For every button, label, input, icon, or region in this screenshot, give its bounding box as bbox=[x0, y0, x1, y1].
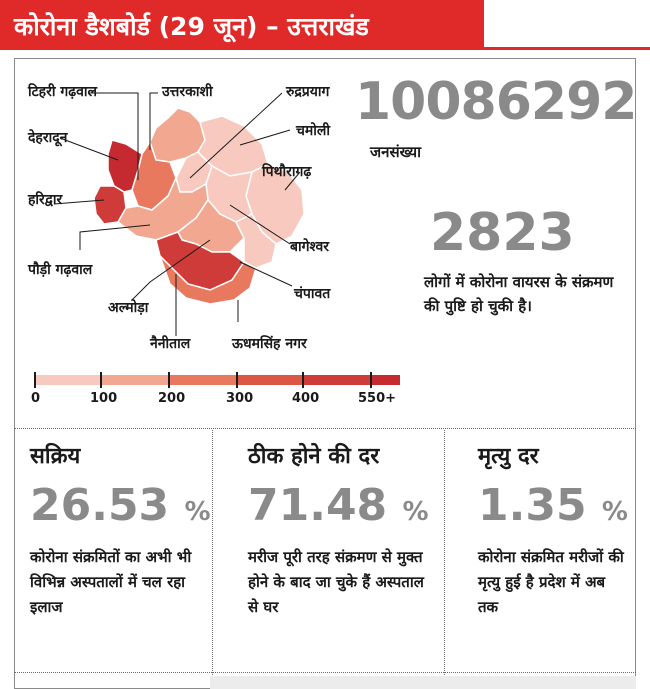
legend-swatch-0 bbox=[34, 375, 100, 385]
label-uttarkashi: उत्तरकाशी bbox=[162, 84, 213, 100]
population-label: जनसंख्या bbox=[370, 143, 421, 161]
district-uttarkashi bbox=[149, 107, 206, 163]
cases-description: लोगों में कोरोना वायरस के संक्रमण की पुष… bbox=[424, 273, 614, 315]
leader-haridwar bbox=[53, 199, 105, 205]
legend-swatch-3 bbox=[236, 375, 302, 385]
legend-label-4: 400 bbox=[292, 391, 320, 406]
leader-tehri bbox=[88, 92, 139, 180]
stat-unit-recovery: % bbox=[402, 497, 429, 527]
stat-desc-active: कोरोना संक्रमितों का अभी भी विभिन्न अस्प… bbox=[30, 548, 192, 616]
label-tehri-garhwal: टिहरी गढ़वाल bbox=[28, 84, 98, 100]
label-rudraprayag: रुद्रप्रयाग bbox=[286, 84, 330, 100]
label-udham-singh-nagar: ऊधमसिंह नगर bbox=[232, 336, 307, 352]
page-title: कोरोना डैशबोर्ड (29 जून) – उत्तराखंड bbox=[14, 12, 369, 41]
stat-value-active: 26.53 % bbox=[30, 480, 211, 531]
leader-bageshwar bbox=[229, 204, 291, 245]
leader-uttarkashi bbox=[149, 92, 158, 150]
legend-label-5: 550+ bbox=[358, 391, 397, 406]
district-pauri-garhwal bbox=[117, 175, 209, 241]
leader-rudraprayag bbox=[189, 92, 283, 179]
label-pauri-garhwal: पौड़ी गढ़वाल bbox=[28, 262, 93, 278]
population-value: 10086292 bbox=[355, 72, 637, 132]
district-dehradun bbox=[107, 139, 143, 193]
label-dehradun: देहरादून bbox=[28, 130, 68, 146]
district-champawat bbox=[234, 213, 277, 269]
legend-swatch-2 bbox=[168, 375, 236, 385]
header-rule bbox=[484, 47, 650, 50]
header-banner: कोरोना डैशबोर्ड (29 जून) – उत्तराखंड bbox=[0, 0, 484, 50]
stat-number-death: 1.35 bbox=[478, 480, 587, 531]
column-divider-2 bbox=[444, 430, 445, 689]
leader-chamoli bbox=[239, 129, 291, 146]
legend-swatch-1 bbox=[100, 375, 168, 385]
stat-title-death: मृत्यु दर bbox=[478, 444, 539, 469]
legend-tick-1 bbox=[100, 372, 102, 388]
legend-tick-2 bbox=[168, 372, 170, 388]
stat-desc-death: कोरोना संक्रमित मरीजों की मृत्यु हुई है … bbox=[478, 548, 624, 616]
legend-tick-3 bbox=[236, 372, 238, 388]
column-divider-1 bbox=[212, 430, 213, 689]
legend-label-0: 0 bbox=[31, 391, 41, 406]
stat-value-recovery: 71.48 % bbox=[248, 480, 429, 531]
label-almora: अल्मोड़ा bbox=[108, 300, 149, 316]
bottom-strip bbox=[210, 676, 636, 689]
leader-dehradun bbox=[59, 137, 119, 161]
label-champawat: चंपावत bbox=[294, 286, 331, 302]
label-nainital: नैनीताल bbox=[150, 336, 191, 352]
legend-label-2: 200 bbox=[158, 391, 186, 406]
section-divider-top bbox=[14, 428, 636, 429]
legend-swatch-5 bbox=[370, 375, 400, 385]
leader-almora bbox=[131, 239, 211, 301]
stat-unit-active: % bbox=[184, 497, 211, 527]
leader-pauri bbox=[79, 224, 151, 250]
stat-value-death: 1.35 % bbox=[478, 480, 628, 531]
leader-champawat bbox=[239, 261, 293, 287]
section-divider-bottom bbox=[14, 672, 636, 673]
district-udham-singh-nagar bbox=[159, 255, 257, 305]
stat-title-recovery: ठीक होने की दर bbox=[248, 444, 380, 469]
legend-label-1: 100 bbox=[90, 391, 118, 406]
cases-value: 2823 bbox=[430, 203, 575, 263]
legend-tick-0 bbox=[34, 372, 36, 388]
legend-tick-4 bbox=[302, 372, 304, 388]
label-pithoragarh: पिथौरागढ़ bbox=[262, 164, 312, 180]
stat-number-active: 26.53 bbox=[30, 480, 170, 531]
legend-label-3: 300 bbox=[226, 391, 254, 406]
label-haridwar: हरिद्वार bbox=[28, 192, 63, 208]
legend-swatch-4 bbox=[302, 375, 370, 385]
stat-title-active: सक्रिय bbox=[30, 444, 81, 469]
stat-desc-recovery: मरीज पूरी तरह संक्रमण से मुक्त होने के ब… bbox=[248, 548, 424, 616]
stat-number-recovery: 71.48 bbox=[248, 480, 388, 531]
label-chamoli: चमोली bbox=[296, 123, 331, 139]
leader-pithoragarh bbox=[284, 171, 301, 191]
label-bageshwar: बागेश्वर bbox=[290, 239, 329, 255]
uttarakhand-map bbox=[53, 92, 305, 336]
legend-tick-5 bbox=[370, 372, 372, 388]
stat-unit-death: % bbox=[601, 497, 628, 527]
